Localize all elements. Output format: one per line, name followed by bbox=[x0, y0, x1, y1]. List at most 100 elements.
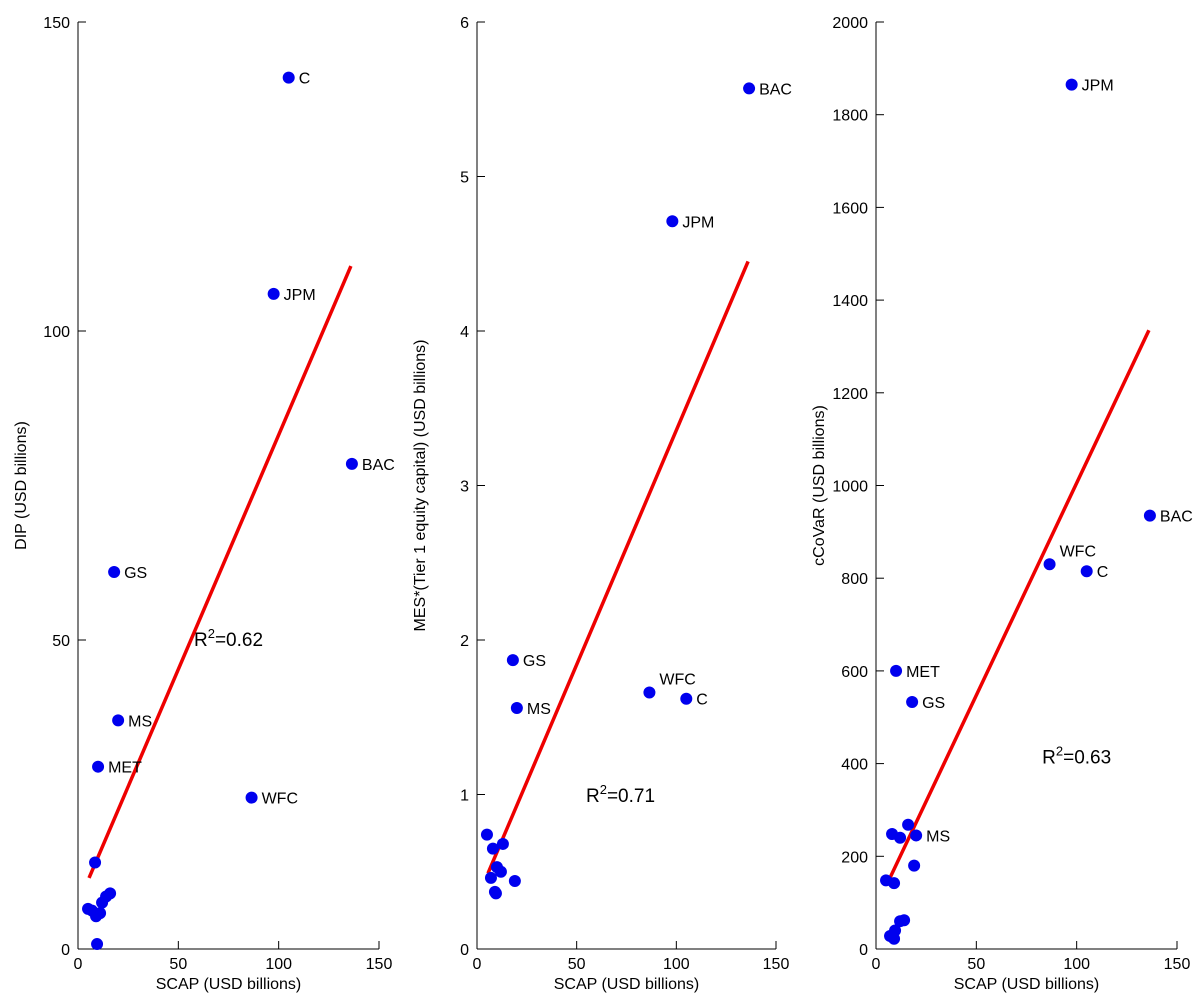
dip-x-axis-label: SCAP (USD billions) bbox=[156, 976, 302, 993]
ccovar-point-gs bbox=[906, 695, 919, 708]
ccovar-y-tick-label: 1200 bbox=[832, 386, 868, 403]
ccovar-point-bac bbox=[1143, 509, 1156, 522]
ccovar-point bbox=[888, 932, 901, 945]
ccovar-point-wfc bbox=[1043, 558, 1056, 571]
mes-point-label-wfc: WFC bbox=[659, 672, 695, 689]
ccovar-r-squared-annotation: R2=0.63 bbox=[1042, 744, 1111, 769]
mes-y-tick-label: 3 bbox=[460, 479, 469, 496]
ccovar-point bbox=[902, 818, 915, 831]
ccovar-point bbox=[908, 859, 921, 872]
dip-point-c bbox=[282, 71, 295, 84]
dip-x-tick-label: 150 bbox=[366, 956, 393, 973]
ccovar-point bbox=[888, 877, 901, 890]
mes-point-jpm bbox=[666, 215, 679, 228]
mes-x-tick-label: 0 bbox=[473, 956, 482, 973]
mes-point bbox=[484, 871, 497, 884]
dip-r-squared-annotation: R2=0.62 bbox=[194, 626, 263, 651]
ccovar-x-tick-label: 50 bbox=[967, 956, 985, 973]
ccovar-regression-line bbox=[885, 329, 1151, 885]
mes-x-tick-label: 150 bbox=[763, 956, 790, 973]
mes-point bbox=[508, 875, 521, 888]
mes-point-bac bbox=[743, 82, 756, 95]
mes-point-ms bbox=[510, 701, 523, 714]
ccovar-point-label-wfc: WFC bbox=[1060, 543, 1096, 560]
ccovar-point-jpm bbox=[1065, 78, 1078, 91]
mes-point-label-bac: BAC bbox=[759, 81, 792, 98]
dip-point-label-ms: MS bbox=[128, 713, 152, 730]
ccovar-y-tick-label: 800 bbox=[841, 571, 868, 588]
mes-point-gs bbox=[506, 654, 519, 667]
ccovar-point-c bbox=[1080, 565, 1093, 578]
mes-point-label-jpm: JPM bbox=[682, 214, 714, 231]
dip-point-label-jpm: JPM bbox=[284, 287, 316, 304]
dip-point-ms bbox=[112, 714, 125, 727]
mes-x-tick-label: 50 bbox=[568, 956, 586, 973]
ccovar-point bbox=[894, 831, 907, 844]
ccovar-x-tick-label: 150 bbox=[1164, 956, 1191, 973]
dip-point bbox=[91, 938, 104, 951]
ccovar-point-label-gs: GS bbox=[922, 695, 945, 712]
mes-point bbox=[494, 865, 507, 878]
ccovar-y-tick-label: 200 bbox=[841, 849, 868, 866]
mes-point bbox=[480, 828, 493, 841]
ccovar-y-tick-label: 600 bbox=[841, 664, 868, 681]
mes-y-tick-label: 4 bbox=[460, 324, 469, 341]
ccovar-vs-scap-panel: 0 50 100 150 0 200 400 600 800 1000 1200 1400 1600 18… bbox=[811, 15, 1193, 993]
ccovar-point bbox=[894, 915, 907, 928]
ccovar-x-tick-label: 0 bbox=[872, 956, 881, 973]
ccovar-y-tick-label: 1600 bbox=[832, 200, 868, 217]
ccovar-point-label-ms: MS bbox=[926, 828, 950, 845]
mes-regression-line bbox=[486, 260, 750, 874]
mes-r-squared-annotation: R2=0.71 bbox=[586, 782, 655, 807]
mes-y-tick-label: 6 bbox=[460, 15, 469, 32]
dip-y-tick-label: 150 bbox=[43, 15, 70, 32]
mes-y-axis-label: MES*(Tier 1 equity capital) (USD billion… bbox=[412, 340, 429, 632]
dip-point-label-c: C bbox=[299, 71, 311, 88]
ccovar-point-ms bbox=[910, 829, 923, 842]
ccovar-point-label-bac: BAC bbox=[1160, 509, 1193, 526]
dip-y-tick-label: 100 bbox=[43, 324, 70, 341]
ccovar-y-tick-label: 1000 bbox=[832, 479, 868, 496]
ccovar-x-axis-label: SCAP (USD billions) bbox=[954, 976, 1100, 993]
mes-point bbox=[489, 887, 502, 900]
dip-x-tick-label: 0 bbox=[74, 956, 83, 973]
dip-regression-line bbox=[87, 265, 353, 879]
mes-y-tick-label: 0 bbox=[460, 942, 469, 959]
mes-point bbox=[486, 842, 499, 855]
ccovar-x-tick-label: 100 bbox=[1063, 956, 1090, 973]
dip-point-bac bbox=[345, 457, 358, 470]
mes-x-axis-label: SCAP (USD billions) bbox=[554, 976, 700, 993]
ccovar-y-tick-label: 2000 bbox=[832, 15, 868, 32]
dip-point bbox=[90, 910, 103, 923]
mes-point-c bbox=[680, 692, 693, 705]
mes-y-tick-label: 5 bbox=[460, 170, 469, 187]
dip-point-label-gs: GS bbox=[124, 565, 147, 582]
dip-y-axis-label: DIP (USD billions) bbox=[13, 421, 30, 550]
dip-x-tick-label: 50 bbox=[169, 956, 187, 973]
mes-point-label-ms: MS bbox=[527, 701, 551, 718]
mes-point-label-gs: GS bbox=[523, 653, 546, 670]
mes-point-wfc bbox=[643, 686, 656, 699]
dip-point-jpm bbox=[267, 287, 280, 300]
ccovar-point-label-jpm: JPM bbox=[1082, 78, 1114, 95]
dip-y-tick-label: 50 bbox=[52, 633, 70, 650]
dip-point-label-wfc: WFC bbox=[262, 791, 298, 808]
dip-point-label-met: MET bbox=[108, 760, 142, 777]
ccovar-y-tick-label: 0 bbox=[859, 942, 868, 959]
dip-x-tick-label: 100 bbox=[265, 956, 292, 973]
ccovar-y-tick-label: 1400 bbox=[832, 293, 868, 310]
dip-point-wfc bbox=[245, 791, 258, 804]
mes-point-label-c: C bbox=[696, 692, 708, 709]
dip-point-label-bac: BAC bbox=[362, 457, 395, 474]
ccovar-point-label-met: MET bbox=[906, 664, 940, 681]
ccovar-y-tick-label: 400 bbox=[841, 757, 868, 774]
mes-vs-scap-panel: 0 50 100 150 0 1 2 3 4 5 6 SCAP (USD billions) MES*(… bbox=[412, 15, 792, 993]
ccovar-y-tick-label: 1800 bbox=[832, 108, 868, 125]
dip-vs-scap-panel: 0 50 100 150 0 50 100 150 SCAP (USD billions) DIP… bbox=[13, 15, 395, 993]
mes-x-tick-label: 100 bbox=[663, 956, 690, 973]
dip-point bbox=[89, 856, 102, 869]
ccovar-point-met bbox=[890, 664, 903, 677]
mes-point bbox=[496, 837, 509, 850]
dip-point-gs bbox=[108, 566, 121, 579]
